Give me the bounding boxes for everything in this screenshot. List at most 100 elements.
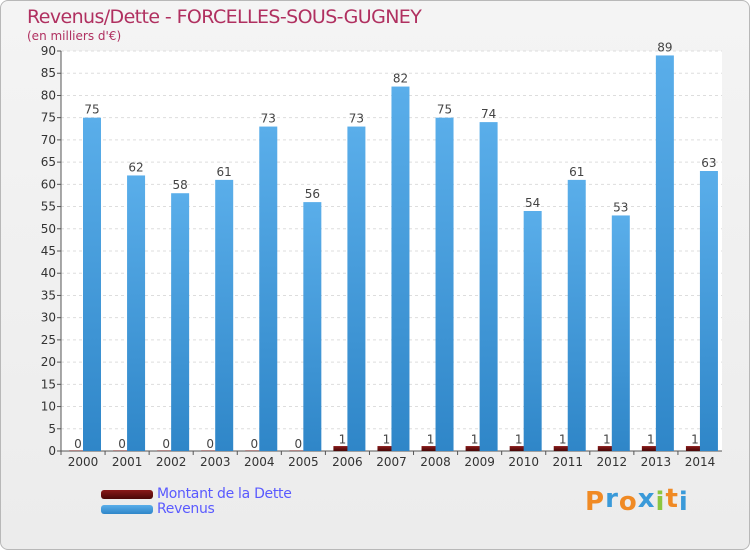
data-label-revenus-2013: 89	[657, 40, 672, 54]
bar-revenus-2010	[523, 211, 542, 451]
y-tick-label: 15	[41, 377, 56, 391]
bar-dette-2011	[553, 446, 572, 451]
bar-revenus-2001	[127, 175, 146, 451]
y-tick-label: 35	[41, 288, 56, 302]
data-label-revenus-2006: 73	[349, 112, 364, 126]
logo-letter: t	[665, 484, 679, 514]
y-tick-label: 10	[41, 400, 56, 414]
bar-revenus-2007	[391, 86, 410, 452]
legend-swatch-dette	[101, 490, 153, 499]
x-tick-label-2002: 2002	[156, 455, 187, 469]
data-label-revenus-2008: 75	[437, 103, 452, 117]
bar-dette-2014	[685, 446, 704, 451]
y-tick-label: 20	[41, 355, 56, 369]
x-tick-label-2000: 2000	[68, 455, 99, 469]
y-tick-label: 60	[41, 177, 56, 191]
bar-dette-2003	[201, 450, 220, 451]
bar-dette-2009	[465, 446, 484, 451]
x-tick-label-2001: 2001	[112, 455, 143, 469]
bar-dette-2005	[289, 450, 308, 451]
logo-letter: P	[585, 487, 606, 517]
legend-swatch-revenus	[101, 505, 153, 514]
bar-dette-2002	[157, 450, 176, 451]
data-label-revenus-2009: 74	[481, 107, 496, 121]
x-tick-label-2003: 2003	[200, 455, 231, 469]
data-label-revenus-2011: 61	[569, 165, 584, 179]
logo-letter: x	[637, 484, 656, 514]
bar-revenus-2013	[655, 55, 674, 451]
y-tick-label: 55	[41, 200, 56, 214]
logo-letter: i	[678, 487, 689, 517]
y-tick-label: 80	[41, 88, 56, 102]
bar-dette-2008	[421, 446, 440, 451]
x-tick-label-2013: 2013	[641, 455, 672, 469]
bar-dette-2010	[509, 446, 528, 451]
y-tick-label: 85	[41, 66, 56, 80]
data-label-revenus-2000: 75	[84, 103, 99, 117]
bar-dette-2006	[333, 446, 352, 451]
bar-dette-2012	[597, 446, 616, 451]
y-tick-label: 70	[41, 133, 56, 147]
bar-dette-2013	[641, 446, 660, 451]
x-tick-label-2004: 2004	[244, 455, 275, 469]
x-tick-label-2007: 2007	[376, 455, 407, 469]
data-label-revenus-2014: 63	[701, 156, 716, 170]
data-label-dette-2007: 1	[383, 433, 391, 447]
x-tick-label-2014: 2014	[685, 455, 716, 469]
data-label-dette-2006: 1	[339, 433, 347, 447]
y-tick-label: 90	[41, 44, 56, 58]
y-tick-label: 30	[41, 311, 56, 325]
bar-revenus-2012	[611, 215, 630, 451]
bar-revenus-2009	[479, 122, 498, 451]
legend-label-revenus: Revenus	[157, 501, 215, 517]
logo-letter: r	[605, 484, 619, 514]
data-label-dette-2009: 1	[471, 433, 479, 447]
data-label-dette-2001: 0	[118, 437, 126, 451]
data-label-dette-2005: 0	[295, 437, 303, 451]
bar-revenus-2003	[215, 179, 234, 451]
logo-letter: i	[655, 487, 666, 517]
data-label-revenus-2012: 53	[613, 200, 628, 214]
data-label-dette-2011: 1	[559, 433, 567, 447]
bar-dette-2001	[113, 450, 132, 451]
data-label-revenus-2003: 61	[217, 165, 232, 179]
data-label-revenus-2010: 54	[525, 196, 540, 210]
chart-subtitle: (en milliers d'€)	[27, 29, 122, 43]
x-tick-label-2005: 2005	[288, 455, 319, 469]
x-tick-label-2006: 2006	[332, 455, 363, 469]
bar-revenus-2008	[435, 117, 454, 452]
x-tick-label-2011: 2011	[552, 455, 583, 469]
bar-revenus-2004	[259, 126, 278, 452]
bar-revenus-2005	[303, 202, 322, 451]
x-tick-label-2010: 2010	[508, 455, 539, 469]
y-tick-label: 40	[41, 266, 56, 280]
data-label-revenus-2001: 62	[128, 160, 143, 174]
x-tick-label-2012: 2012	[597, 455, 628, 469]
data-label-dette-2008: 1	[427, 433, 435, 447]
chart-title: Revenus/Dette - FORCELLES-SOUS-GUGNEY	[27, 6, 422, 28]
y-tick-label: 50	[41, 222, 56, 236]
bar-dette-2007	[377, 446, 396, 451]
data-label-revenus-2002: 58	[172, 178, 187, 192]
data-label-dette-2003: 0	[206, 437, 214, 451]
data-label-dette-2004: 0	[250, 437, 258, 451]
data-label-revenus-2004: 73	[261, 112, 276, 126]
bar-revenus-2011	[567, 179, 586, 451]
data-label-dette-2014: 1	[691, 433, 699, 447]
y-tick-label: 45	[41, 244, 56, 258]
logo-letter: o	[618, 487, 638, 517]
y-tick-label: 5	[48, 422, 56, 436]
bar-dette-2000	[69, 450, 87, 451]
legend-label-dette: Montant de la Dette	[157, 486, 292, 502]
data-label-revenus-2007: 82	[393, 72, 408, 86]
data-label-dette-2002: 0	[162, 437, 170, 451]
y-tick-label: 25	[41, 333, 56, 347]
bar-revenus-2014	[699, 171, 718, 451]
x-tick-label-2009: 2009	[464, 455, 495, 469]
bar-revenus-2006	[347, 126, 366, 452]
data-label-dette-2010: 1	[515, 433, 523, 447]
data-label-revenus-2005: 56	[305, 187, 320, 201]
bar-revenus-2000	[83, 117, 101, 452]
